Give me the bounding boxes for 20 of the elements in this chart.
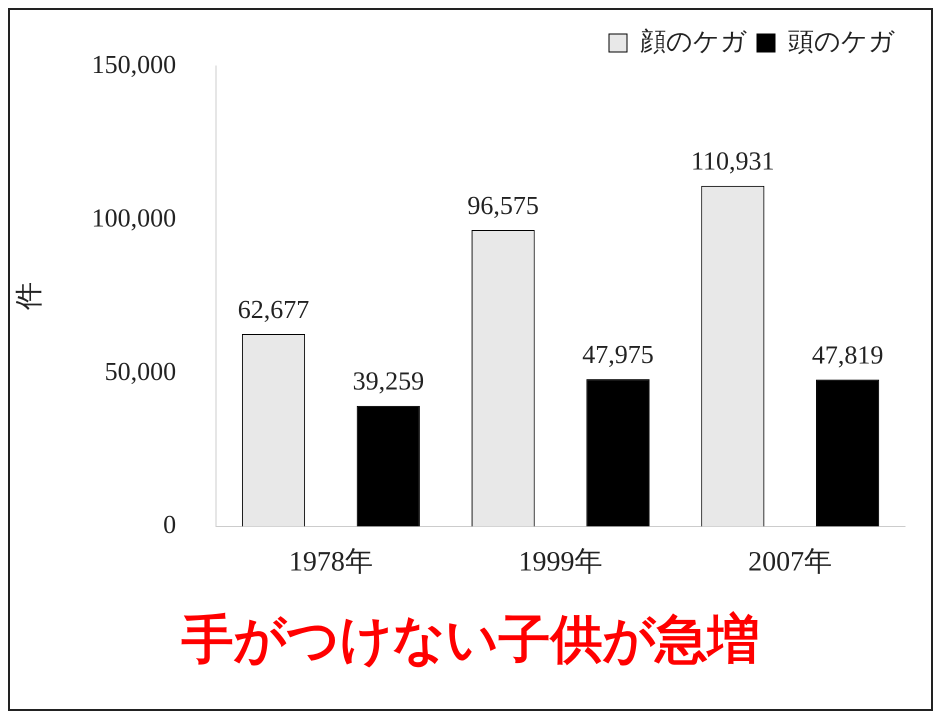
y-axis-title: 件 — [14, 282, 46, 310]
y-tick-label: 50,000 — [104, 356, 176, 386]
data-label: 47,975 — [582, 340, 654, 369]
x-tick-label: 2007年 — [748, 546, 832, 578]
y-tick-label: 100,000 — [92, 203, 176, 232]
text: 手がつけない子供が急増 — [180, 610, 760, 670]
data-label: 39,259 — [352, 366, 424, 396]
y-tick-label: 150,000 — [92, 50, 176, 79]
data-label: 96,575 — [467, 190, 539, 220]
data-label: 62,677 — [238, 294, 310, 324]
bar — [586, 379, 650, 526]
bar — [816, 380, 880, 526]
data-label: 110,931 — [691, 146, 775, 176]
x-tick-label: 1978年 — [288, 546, 373, 578]
legend-label: 頭のケガ — [788, 26, 895, 56]
data-label: 47,819 — [812, 340, 884, 370]
x-tick-label: 1999年 — [518, 546, 603, 578]
y-tick-label: 0 — [163, 510, 176, 540]
bar — [356, 406, 420, 526]
legend-label: 顔のケガ — [640, 26, 747, 56]
